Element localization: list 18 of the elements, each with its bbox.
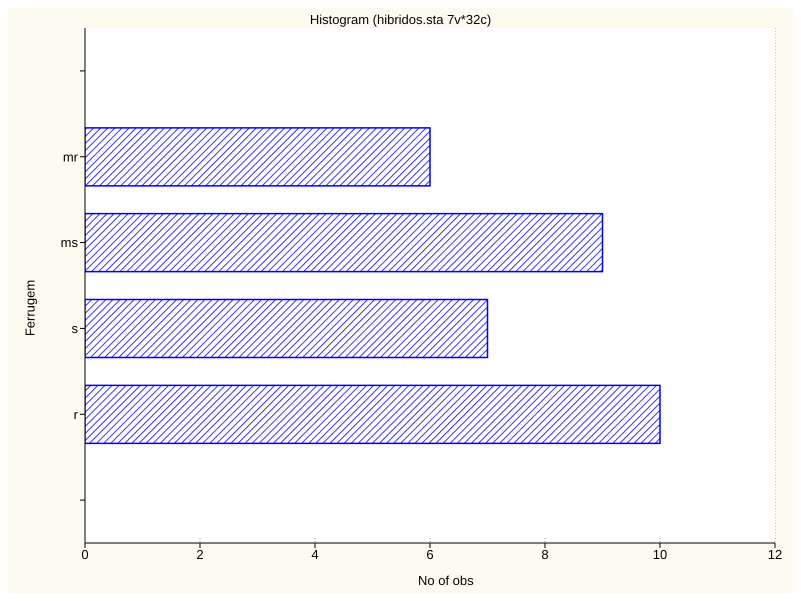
bar xyxy=(85,127,431,187)
chart-title: Histogram (hibridos.sta 7v*32c) xyxy=(308,12,492,27)
y-axis-title: Ferrugem xyxy=(22,280,38,336)
y-tick-label: ms xyxy=(60,235,78,250)
x-tick-label: 12 xyxy=(768,547,782,562)
bar xyxy=(85,384,661,444)
y-tick-label: r xyxy=(74,406,79,422)
y-tick-label: s xyxy=(72,321,78,336)
x-tick-label: 10 xyxy=(652,547,668,562)
x-tick-label: 8 xyxy=(541,547,549,562)
x-tick-label: 4 xyxy=(311,547,319,562)
bar xyxy=(85,212,604,272)
bar xyxy=(85,298,488,358)
x-tick-label: 2 xyxy=(196,547,204,562)
y-tick-label: mr xyxy=(62,149,79,164)
x-tick-label: 6 xyxy=(426,547,434,562)
x-tick-label: 0 xyxy=(81,547,89,562)
x-axis-title: No of obs xyxy=(418,573,474,588)
